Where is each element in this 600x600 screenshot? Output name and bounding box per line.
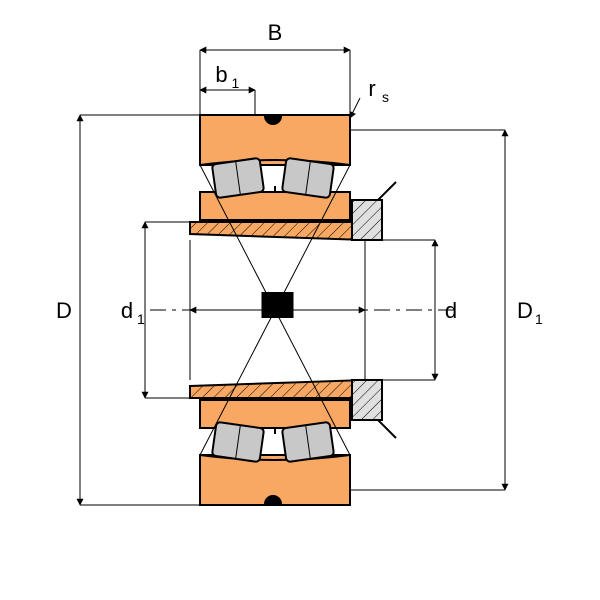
tab-washer: [378, 182, 396, 200]
dimension-label: B: [268, 20, 283, 45]
dimension-label-sub: 1: [137, 311, 145, 327]
dimension-label: d: [445, 298, 457, 323]
leader-line: [350, 98, 360, 118]
dimension-label-sub: 1: [535, 311, 543, 327]
lube-groove: [265, 116, 281, 124]
dimension-label-sub: s: [382, 89, 389, 105]
dimension-label: d: [121, 298, 133, 323]
tab-washer: [378, 420, 396, 438]
dimension-label: D: [56, 298, 72, 323]
dimension-label: D: [517, 298, 533, 323]
dimension-label-sub: 1: [232, 75, 240, 91]
dimension-label: r: [368, 76, 375, 101]
lube-groove: [265, 496, 281, 504]
dimension-label: L: [271, 292, 283, 317]
dimension-label: b: [215, 62, 227, 87]
